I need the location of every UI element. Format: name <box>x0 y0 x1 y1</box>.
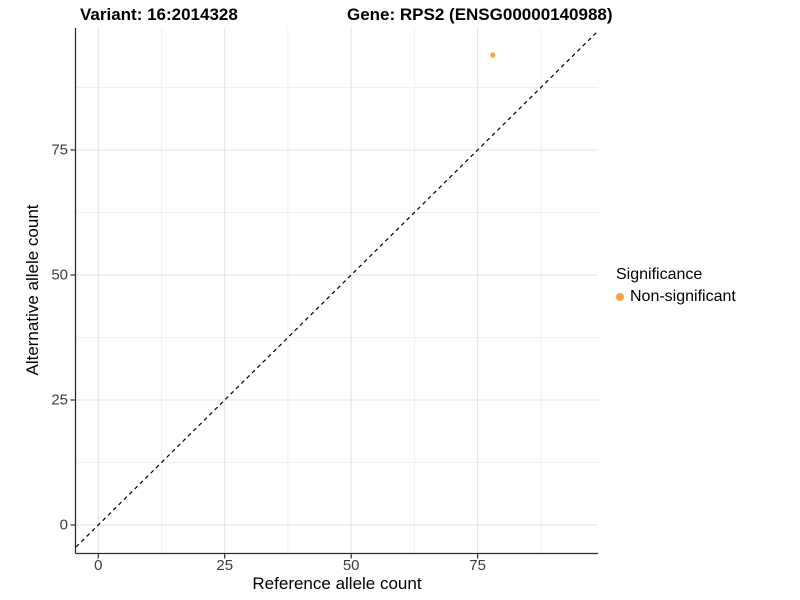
x-axis-title: Reference allele count <box>252 574 422 593</box>
identity-dashed-line <box>75 30 599 548</box>
y-tick-label: 0 <box>59 516 68 534</box>
legend-point-icon <box>616 293 624 301</box>
x-tick-label: 0 <box>94 557 103 574</box>
y-axis-title: Alternative allele count <box>23 204 42 376</box>
chart-title-variant: Variant: 16:2014328 <box>80 5 238 24</box>
legend-entry-label: Non-significant <box>630 288 736 305</box>
y-tick-label: 75 <box>51 141 68 159</box>
x-tick-label: 25 <box>216 557 234 574</box>
legend: Significance Non-significant <box>616 266 736 306</box>
chart-title-gene: Gene: RPS2 (ENSG00000140988) <box>347 5 613 24</box>
x-tick-label: 75 <box>469 557 486 574</box>
x-tick-label: 50 <box>342 557 360 574</box>
y-tick-label: 25 <box>51 391 68 409</box>
legend-entry-non-significant: Non-significant <box>616 288 736 306</box>
data-point <box>490 52 496 58</box>
legend-title: Significance <box>616 266 703 283</box>
y-tick-label: 50 <box>51 266 68 284</box>
